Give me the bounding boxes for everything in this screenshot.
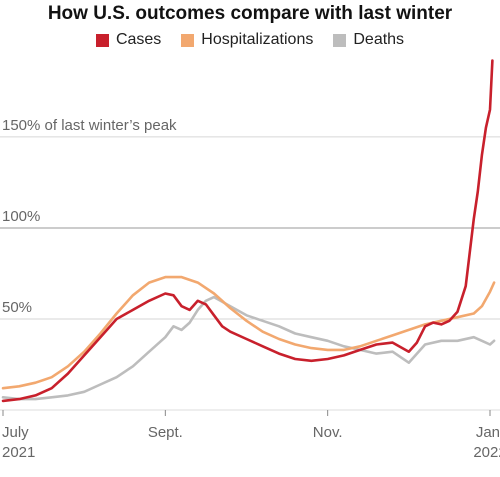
series-line-cases: [1, 59, 494, 403]
legend-swatch-hospitalizations: [181, 33, 195, 47]
chart-title: How U.S. outcomes compare with last wint…: [47, 3, 453, 24]
legend-label-cases: Cases: [115, 31, 162, 48]
series-line-hospitalizations: [1, 275, 496, 390]
legend-label-deaths: Deaths: [353, 31, 405, 48]
legend-item-cases: Cases: [95, 31, 162, 49]
legend-item-hospitalizations: Hospitalizations: [181, 31, 313, 49]
legend-item-deaths: Deaths: [333, 31, 404, 49]
series-line-deaths: [1, 295, 496, 401]
x-tick-label-3-1: 2022: [473, 444, 500, 461]
x-tick-label-1-0: Sept.: [148, 424, 183, 441]
series-layer: [1, 59, 496, 403]
legend: Cases Hospitalizations Deaths: [0, 31, 500, 49]
x-tick-label-0-1: 2021: [2, 444, 35, 461]
ref-label-50: 50%: [2, 299, 32, 316]
legend-label-hospitalizations: Hospitalizations: [201, 31, 314, 48]
legend-swatch-cases: [95, 33, 109, 47]
legend-swatch-deaths: [333, 33, 347, 47]
grid-layer: 50% 100% 150% of last winter’s peak: [0, 117, 500, 411]
x-tick-label-2-0: Nov.: [313, 424, 343, 441]
ref-label-150: 150% of last winter’s peak: [2, 117, 177, 134]
ref-label-100: 100%: [2, 208, 40, 225]
x-tick-label-3-0: Jan.: [476, 424, 500, 441]
x-tick-label-0-0: July: [2, 424, 29, 441]
axis-layer: July 2021 Sept. Nov. Jan. 2022: [2, 410, 500, 461]
